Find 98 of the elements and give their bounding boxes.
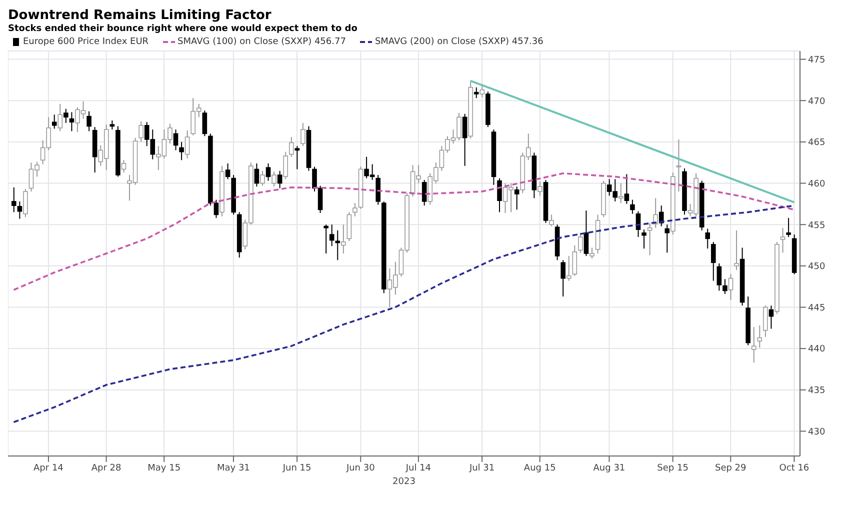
candlestick [757,324,762,348]
x-tick-label: Jun 30 [345,463,376,474]
x-tick-label: Jul 14 [404,463,432,474]
x-tick-label: May 31 [217,463,250,474]
candlestick [734,230,739,271]
candlestick [214,199,219,218]
candlestick [69,112,74,132]
x-tick-label: Jul 31 [468,463,495,474]
candlestick [560,260,566,297]
candlestick [514,186,520,210]
x-tick-label: Jun 15 [282,463,312,474]
x-tick-label: Apr 14 [34,463,64,474]
candlestick [728,274,734,300]
candlestick [266,162,271,182]
candlestick [497,178,502,213]
candlestick [624,174,630,204]
candlestick [254,162,260,188]
candlestick [566,255,572,282]
candlestick [288,136,294,158]
candlestick [676,138,682,192]
x-tick-label: Apr 28 [91,463,122,474]
candlestick [780,227,786,254]
candlestick [578,232,583,254]
y-tick-label: 435 [808,386,826,396]
chart-subtitle: Stocks ended their bounce right where one would expect them to do [8,23,358,35]
candlestick [422,179,427,206]
candlestick [52,114,57,130]
candlestick [647,222,652,256]
candlestick [17,200,22,220]
candlestick [786,217,791,238]
candlestick [179,141,184,161]
candlestick [225,162,230,180]
candlestick [277,170,282,189]
candlestick [202,110,208,137]
y-tick-label: 455 [808,220,826,231]
x-axis-title: 2023 [392,477,416,487]
candlestick [716,262,722,292]
x-tick-label: Sep 15 [657,463,688,474]
x-tick-label: Aug 31 [593,463,626,474]
candlestick [294,146,300,170]
candlestick [549,214,554,227]
candlestick [538,181,542,196]
x-tick-label: May 15 [148,463,181,474]
candlestick [768,305,774,330]
candlestick [751,326,756,364]
candlestick [110,120,115,130]
candlestick [474,86,479,99]
y-tick-label: 470 [808,96,826,107]
chart-title: Downtrend Remains Limiting Factor [8,8,272,23]
candlestick [121,160,126,173]
candlestick [572,244,578,276]
candlestick [184,130,190,159]
candlestick [590,247,594,259]
y-tick-label: 450 [808,262,826,272]
candlestick [642,229,646,250]
candlestick [272,171,276,188]
candlestick [763,305,768,338]
candlestick [480,84,485,98]
candlestick [64,108,68,124]
candlestick [329,224,334,247]
candlestick [23,188,28,218]
candlestick [58,103,63,132]
candlestick [324,224,328,254]
legend-label: SMAVG (100) on Close (SXXP) 456.77 [178,37,346,47]
candlestick [705,228,710,250]
y-tick-label: 465 [808,138,826,148]
candlestick [462,113,468,166]
legend-label: Europe 600 Price Index EUR [23,37,149,47]
line-series [12,172,796,291]
candlestick [11,186,16,213]
candlestick [312,166,317,192]
x-tick-label: Sep 29 [714,463,747,474]
candlestick [341,224,346,254]
x-tick-label: Oct 16 [779,463,810,474]
candlestick [722,278,728,294]
candlestick [618,182,624,204]
candlestick [300,122,306,147]
candlestick [283,151,288,180]
y-tick-label: 460 [808,179,826,190]
x-tick-label: Aug 15 [524,463,556,474]
candlestick [86,110,92,132]
candlestick [664,224,670,254]
candlestick [376,174,380,206]
y-tick-label: 440 [808,344,826,355]
y-tick-label: 445 [808,303,826,314]
candlestick [318,185,323,214]
candlestick [260,170,265,186]
legend-label: SMAVG (200) on Close (SXXP) 457.36 [374,37,544,47]
candlestick [352,202,358,217]
candlestick [346,212,352,242]
candlestick [173,129,178,151]
candlestick [710,241,716,282]
candlestick [138,120,144,142]
candlestick [584,210,589,256]
candlestick [335,230,340,261]
y-tick-label: 430 [808,427,826,438]
candlestick [630,199,635,214]
y-tick-label: 475 [808,55,826,66]
